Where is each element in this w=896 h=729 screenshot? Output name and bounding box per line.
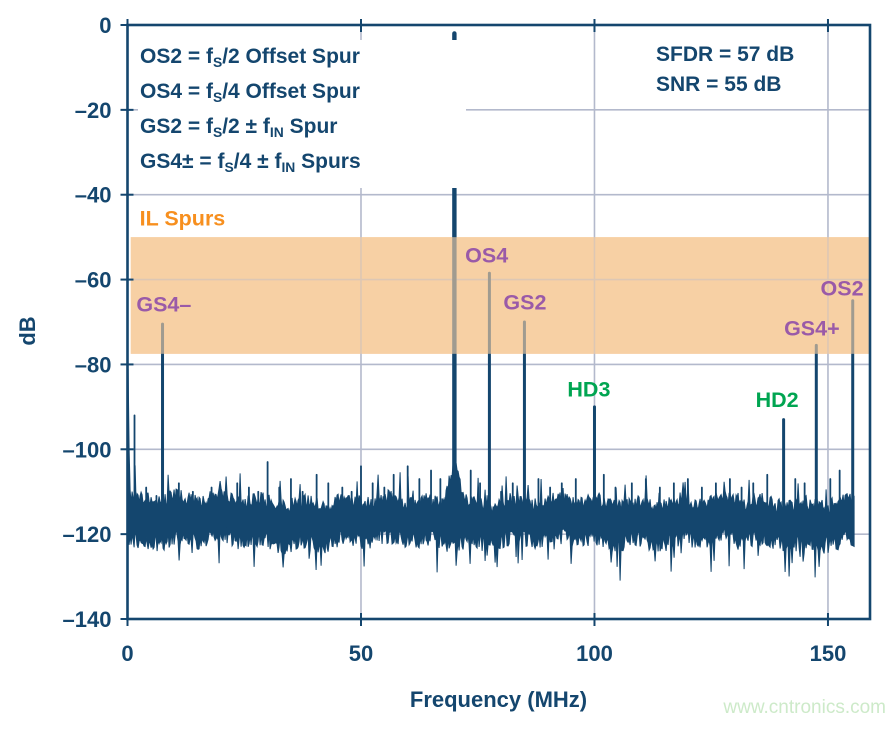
spur-label-HD2: HD2 <box>756 388 799 412</box>
il-spurs-band-overlay <box>130 237 871 354</box>
spur-label-OS2: OS2 <box>821 277 864 301</box>
y-tick-label: –40 <box>75 183 112 208</box>
legend-line-2: GS2 = fS/2 ± fIN Spur <box>140 114 338 140</box>
legend-line-3: GS4± = fS/4 ± fIN Spurs <box>140 149 361 175</box>
y-axis-title: dB <box>15 316 40 346</box>
y-tick-label: –60 <box>75 268 112 293</box>
y-tick-label: –120 <box>63 522 112 547</box>
y-tick-label: –140 <box>63 607 112 632</box>
spur-label-OS4: OS4 <box>465 244 508 268</box>
sfdr-value: SFDR = 57 dB <box>656 43 795 66</box>
noise-floor-trace <box>127 369 855 581</box>
spur-label-HD3: HD3 <box>567 377 610 401</box>
legend-definitions: OS2 = fS/2 Offset Spur OS4 = fS/4 Offset … <box>138 40 466 188</box>
legend-line-0: OS2 = fS/2 Offset Spur <box>140 45 360 70</box>
y-tick-label: –20 <box>75 98 112 123</box>
x-tick-label: 100 <box>576 641 613 666</box>
spur-label-GS2: GS2 <box>503 290 546 314</box>
x-tick-label: 0 <box>121 641 133 666</box>
legend-line-1: OS4 = fS/4 Offset Spur <box>140 79 360 105</box>
y-tick-label: 0 <box>99 13 111 38</box>
plot-border <box>126 23 872 621</box>
x-tick-label: 150 <box>810 641 847 666</box>
x-axis-title: Frequency (MHz) <box>409 687 588 712</box>
snr-value: SNR = 55 dB <box>656 73 782 96</box>
y-tick-label: –80 <box>75 352 112 377</box>
il-spurs-label: IL Spurs <box>140 206 226 230</box>
y-tick-label: –100 <box>63 437 112 462</box>
watermark: www.cntronics.com <box>723 697 886 718</box>
spur-label-GS4+: GS4+ <box>784 317 840 341</box>
metrics-block: SFDR = 57 dB SNR = 55 dB <box>656 40 824 100</box>
spur-label-GS4-: GS4– <box>136 292 191 316</box>
x-tick-label: 50 <box>349 641 373 666</box>
